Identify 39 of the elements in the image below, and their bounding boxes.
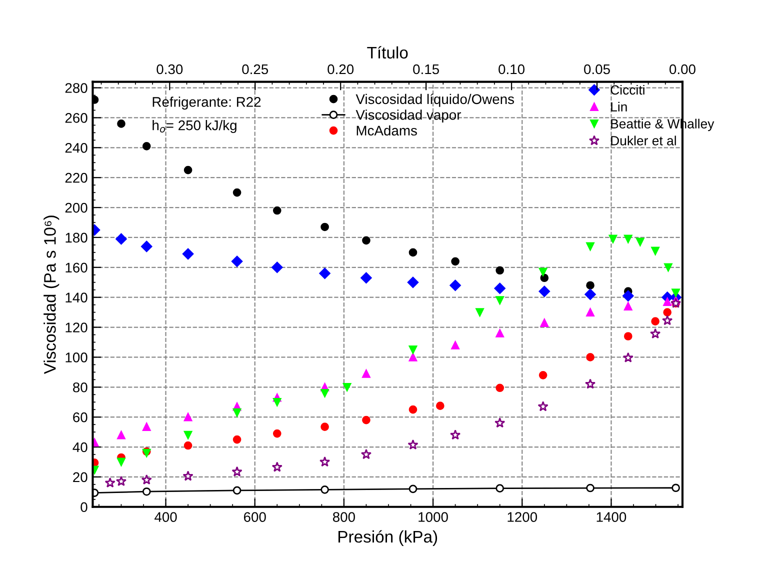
y-tick-label: 100 — [66, 352, 88, 362]
legend-label: Viscosidad líquido/Owens — [356, 94, 514, 107]
legend-label: McAdams — [356, 125, 417, 136]
legend-label: Cicciti — [610, 84, 644, 95]
y-tick-label: 80 — [73, 382, 88, 392]
x2-tick-label: 0.30 — [156, 64, 183, 74]
y-tick-label: 20 — [73, 472, 88, 482]
x-axis-title: Presión (kPa) — [338, 530, 438, 546]
y-tick-label: 140 — [66, 292, 88, 302]
y-tick-label: 60 — [73, 412, 88, 422]
x2-tick-label: 0.00 — [670, 64, 696, 74]
x2-tick-label: 0.05 — [584, 64, 610, 74]
x2-tick-label: 0.10 — [498, 64, 525, 74]
y-tick-label: 220 — [65, 172, 88, 183]
legend-label: Lin — [611, 102, 627, 112]
y-tick-label: 160 — [66, 262, 88, 273]
y-tick-label: 240 — [65, 142, 88, 153]
x2-tick-label: 0.15 — [413, 64, 439, 74]
y-tick-label: 120 — [66, 322, 88, 332]
annotation: Refrigerante: R22 — [152, 96, 261, 110]
x2-tick-label: 0.25 — [242, 64, 268, 74]
x2-tick-label: 0.20 — [328, 64, 354, 74]
legend-label: Viscosidad vapor — [356, 110, 462, 123]
x-tick-label: 1000 — [418, 512, 448, 522]
annotation: h$_{o}$= 250 kJ/kg — [152, 120, 236, 133]
x-tick-label: 400 — [154, 512, 177, 522]
y-tick-label: 180 — [66, 232, 88, 243]
x2-axis-title: Título — [367, 46, 408, 59]
x-tick-label: 1400 — [596, 512, 626, 522]
y-tick-label: 0 — [80, 502, 88, 512]
x-tick-label: 600 — [244, 512, 266, 522]
y-tick-label: 260 — [65, 113, 88, 123]
y-axis-title: Viscosidad (Pa s 10⁶) — [44, 216, 60, 374]
legend-label: Dukler et al — [611, 136, 676, 146]
x-tick-label: 1200 — [508, 512, 538, 522]
y-tick-label: 40 — [72, 442, 88, 452]
x-tick-label: 800 — [332, 512, 355, 522]
y-tick-label: 280 — [65, 83, 88, 93]
y-tick-label: 200 — [65, 202, 88, 213]
